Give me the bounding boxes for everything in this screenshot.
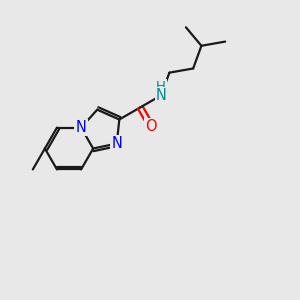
Text: N: N [111,136,122,151]
Text: H: H [156,80,166,93]
Text: N: N [156,88,167,103]
Text: O: O [146,119,157,134]
Text: N: N [76,120,86,135]
